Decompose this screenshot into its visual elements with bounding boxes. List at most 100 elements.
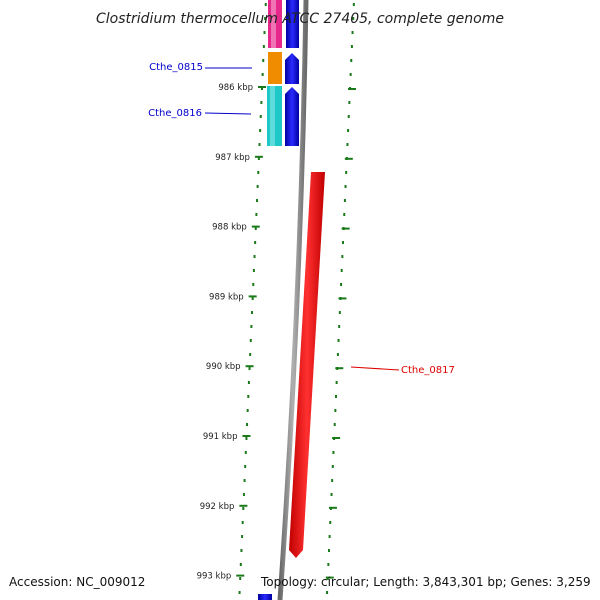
guide-dot <box>243 479 246 482</box>
guide-dot <box>331 479 334 482</box>
guide-dot <box>257 171 260 174</box>
gene-arrow-cthe-0817[interactable] <box>289 172 325 558</box>
guide-dot <box>347 115 350 118</box>
gene-label-cthe-0816[interactable]: Cthe_0816 <box>148 108 202 119</box>
guide-dot <box>348 101 351 104</box>
cog-box-cthe-0815[interactable] <box>268 52 282 84</box>
genome-backbone <box>277 0 309 600</box>
guide-dot <box>341 255 344 258</box>
guide-dot <box>242 507 245 510</box>
guide-dot <box>340 269 343 272</box>
guide-dot <box>346 143 349 146</box>
accession-text: Accession: NC_009012 <box>9 575 145 589</box>
tick-label: 989 kbp <box>209 292 244 302</box>
guide-dot <box>343 213 346 216</box>
guide-dot <box>261 73 264 76</box>
guide-dot <box>347 129 350 132</box>
guide-dot <box>240 549 243 552</box>
guide-dot <box>326 591 329 594</box>
topology-text: Topology: circular; Length: 3,843,301 bp… <box>260 575 591 589</box>
guide-dot <box>254 227 257 230</box>
guide-dot <box>254 241 257 244</box>
guide-dot <box>251 297 254 300</box>
guide-dot <box>253 255 256 258</box>
map-title: Clostridium thermocellum ATCC 27405, com… <box>96 11 504 27</box>
guide-dot <box>341 241 344 244</box>
tick-label: 987 kbp <box>215 153 250 163</box>
guide-dot <box>349 73 352 76</box>
guide-dot <box>350 59 353 62</box>
guide-dot <box>247 381 250 384</box>
guide-dot <box>244 451 247 454</box>
cog-box-top-gene-highlight <box>271 0 276 48</box>
guide-dot <box>255 213 258 216</box>
guide-dot <box>343 199 346 202</box>
guide-dot <box>256 185 259 188</box>
cog-box-cthe-0816-highlight <box>270 86 275 146</box>
guide-dot <box>334 395 337 398</box>
guide-dot <box>252 269 255 272</box>
guide-dot <box>337 339 340 342</box>
guide-dot <box>340 283 343 286</box>
guide-dot <box>329 521 332 524</box>
label-line-cthe-0817 <box>350 366 400 371</box>
tick-label: 986 kbp <box>218 83 253 93</box>
tick-label: 991 kbp <box>203 432 238 442</box>
guide-dot <box>334 409 337 412</box>
guide-dot <box>257 157 260 160</box>
tick-label: 993 kbp <box>197 572 232 582</box>
guide-dot <box>327 549 330 552</box>
guide-dot <box>259 115 262 118</box>
guide-dot <box>258 143 261 146</box>
guide-dot <box>336 353 339 356</box>
guide-dot <box>338 311 341 314</box>
guide-dot <box>242 493 245 496</box>
guide-dot <box>251 311 254 314</box>
guide-dot <box>259 129 262 132</box>
tick-label: 990 kbp <box>206 362 241 372</box>
label-line-cthe-0816 <box>204 112 252 115</box>
guide-dot <box>345 171 348 174</box>
guide-dot <box>247 395 250 398</box>
tick-label: 988 kbp <box>212 223 247 233</box>
guide-dot <box>262 59 265 62</box>
guide-dot <box>333 423 336 426</box>
gene-label-cthe-0817[interactable]: Cthe_0817 <box>401 365 455 376</box>
gene-label-cthe-0815[interactable]: Cthe_0815 <box>149 62 203 73</box>
gene-arrow-cthe-0816[interactable] <box>285 87 299 146</box>
guide-dot <box>332 451 335 454</box>
guide-dot <box>330 493 333 496</box>
gene-arrow-bottom-partial[interactable] <box>258 594 272 600</box>
guide-dot <box>260 101 263 104</box>
guide-dot <box>261 87 263 90</box>
guide-dot <box>352 17 355 20</box>
guide-dot <box>239 563 242 566</box>
guide-dot <box>238 591 241 594</box>
guide-dot <box>264 17 267 20</box>
guide-dot <box>328 535 331 538</box>
guide-dot <box>262 45 265 48</box>
guide-dot <box>248 367 251 370</box>
guide-dot <box>327 563 330 566</box>
tick-marks: 986 kbp 987 kbp 988 kbp 989 kbp 990 kbp 991 k… <box>197 83 356 582</box>
guide-dot <box>249 339 252 342</box>
guide-dot <box>249 353 252 356</box>
guide-dot <box>241 535 244 538</box>
guide-dot <box>344 185 347 188</box>
guide-dot <box>239 577 242 580</box>
gene-arrow-cthe-0815[interactable] <box>285 53 299 84</box>
guide-dot <box>350 45 353 48</box>
guide-dot <box>250 325 253 328</box>
guide-dot <box>352 3 355 6</box>
guide-dot <box>245 437 248 440</box>
guide-dot <box>246 423 249 426</box>
tick-label: 992 kbp <box>200 502 235 512</box>
guide-dot <box>256 199 259 202</box>
guide-dot <box>264 3 267 6</box>
guide-dot <box>241 521 244 524</box>
guide-dot <box>263 31 266 34</box>
gene-arrow-top-gene[interactable] <box>286 0 299 48</box>
guide-dot <box>351 31 354 34</box>
guide-dot <box>246 409 249 412</box>
